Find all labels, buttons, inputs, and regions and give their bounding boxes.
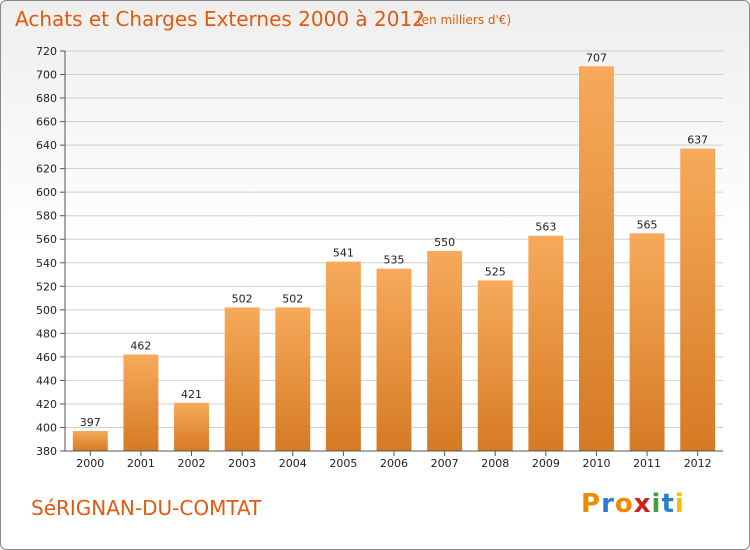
value-label: 502 — [282, 292, 303, 305]
y-tick-label: 500 — [36, 304, 57, 317]
bar-2006 — [376, 268, 412, 451]
y-tick-label: 620 — [36, 163, 57, 176]
value-label: 502 — [232, 292, 253, 305]
y-tick-label: 720 — [36, 45, 57, 58]
chart-title: Achats et Charges Externes 2000 à 2012 — [15, 7, 425, 31]
commune-name: SéRIGNAN-DU-COMTAT — [31, 496, 262, 520]
brand-letter: o — [614, 489, 634, 519]
y-tick-label: 520 — [36, 280, 57, 293]
value-label: 637 — [687, 134, 708, 147]
y-tick-label: 680 — [36, 92, 57, 105]
brand-letter: P — [581, 489, 602, 519]
proxiti-logo[interactable]: Proxiti — [581, 489, 685, 519]
y-tick-label: 400 — [36, 421, 57, 434]
y-tick-label: 600 — [36, 186, 57, 199]
y-tick-label: 440 — [36, 374, 57, 387]
value-label: 535 — [384, 254, 405, 267]
y-tick-label: 640 — [36, 139, 57, 152]
bar-2011 — [629, 233, 665, 451]
value-label: 421 — [181, 388, 202, 401]
y-tick-label: 540 — [36, 257, 57, 270]
value-label: 397 — [80, 416, 101, 429]
y-tick-label: 580 — [36, 210, 57, 223]
y-tick-label: 420 — [36, 398, 57, 411]
x-tick-label: 2001 — [127, 457, 155, 470]
x-tick-label: 2004 — [279, 457, 307, 470]
value-label: 462 — [130, 340, 151, 353]
x-tick-label: 2006 — [380, 457, 408, 470]
bar-2008 — [477, 280, 513, 451]
brand-letter: r — [601, 489, 615, 519]
value-label: 565 — [637, 218, 658, 231]
x-tick-label: 2012 — [684, 457, 712, 470]
y-tick-label: 660 — [36, 116, 57, 129]
bar-2003 — [224, 307, 260, 451]
x-tick-label: 2010 — [582, 457, 610, 470]
brand-letter: i — [651, 489, 662, 519]
bar-2005 — [325, 261, 361, 451]
y-tick-label: 700 — [36, 69, 57, 82]
y-tick-label: 560 — [36, 233, 57, 246]
x-tick-label: 2011 — [633, 457, 661, 470]
bar-2010 — [578, 66, 614, 451]
x-tick-label: 2002 — [178, 457, 206, 470]
x-tick-label: 2008 — [481, 457, 509, 470]
y-tick-label: 460 — [36, 351, 57, 364]
value-label: 550 — [434, 236, 455, 249]
brand-letter: i — [674, 489, 685, 519]
axes: 380 400 420 440 460 480 500 520 540 560 580 600 620 6… — [36, 45, 723, 470]
value-label: 525 — [485, 265, 506, 278]
brand-letter: x — [633, 489, 652, 519]
bar-2004 — [275, 307, 311, 451]
bar-2002 — [174, 402, 210, 451]
bar-2001 — [123, 354, 159, 451]
bar-2012 — [680, 148, 716, 451]
brand-letter: t — [661, 489, 675, 519]
y-tick-label: 480 — [36, 327, 57, 340]
x-tick-label: 2000 — [76, 457, 104, 470]
bars: 397 462 421 502 502 541 535 550 525 563 707 565 637 — [72, 51, 716, 451]
chart-subtitle: (en milliers d'€) — [417, 13, 512, 27]
bar-2007 — [427, 251, 463, 451]
value-label: 541 — [333, 247, 354, 260]
x-tick-label: 2005 — [329, 457, 357, 470]
x-tick-label: 2003 — [228, 457, 256, 470]
x-tick-label: 2009 — [532, 457, 560, 470]
x-tick-label: 2007 — [431, 457, 459, 470]
y-tick-label: 380 — [36, 445, 57, 458]
value-label: 707 — [586, 51, 607, 64]
bar-2000 — [72, 431, 108, 451]
value-label: 563 — [535, 221, 556, 234]
bar-2009 — [528, 235, 564, 451]
